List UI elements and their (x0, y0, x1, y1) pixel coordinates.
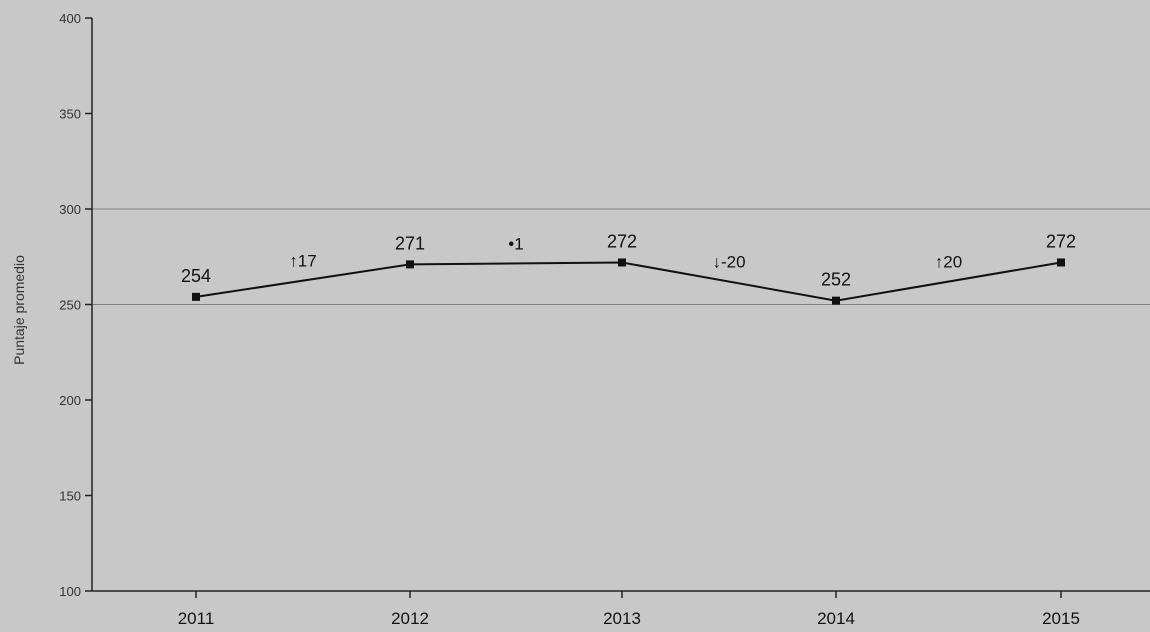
data-label: 271 (395, 233, 425, 253)
data-point (832, 296, 840, 305)
y-tick-label: 400 (59, 11, 81, 26)
y-tick-label: 300 (59, 202, 81, 217)
data-label-layer: 254 271 272 252 272 ↑17 •1 ↓-20 ↑20 (181, 231, 1076, 289)
change-label: ↑17 (289, 252, 316, 271)
x-tick-label: 2011 (178, 609, 215, 628)
x-tick-label: 2013 (603, 609, 641, 628)
x-tick-label: 2014 (817, 609, 855, 628)
series-line (195, 261, 1062, 302)
y-tick-layer: 100 150 200 250 300 350 400 (59, 11, 92, 599)
data-point (192, 292, 200, 301)
x-tick-layer: 2011 2012 2013 2014 2015 (178, 591, 1080, 628)
data-label: 252 (821, 270, 851, 290)
y-tick-label: 200 (59, 393, 81, 408)
data-label: 254 (181, 266, 211, 286)
y-tick-label: 250 (59, 298, 81, 313)
series-layer (192, 258, 1065, 305)
grid-layer (92, 208, 1150, 305)
y-tick-label: 350 (59, 107, 81, 122)
x-tick-label: 2015 (1042, 609, 1080, 628)
data-point (406, 260, 414, 269)
data-point (1057, 258, 1065, 267)
y-tick-label: 100 (59, 584, 81, 599)
change-label: ↓-20 (712, 253, 745, 272)
data-label: 272 (607, 231, 637, 251)
data-label: 272 (1046, 231, 1076, 251)
change-label: •1 (508, 234, 523, 253)
data-point (618, 258, 626, 267)
change-label: ↑20 (935, 253, 962, 272)
y-tick-label: 150 (59, 489, 81, 504)
y-axis-label: Puntaje promedio (11, 255, 27, 365)
x-tick-label: 2012 (391, 609, 429, 628)
